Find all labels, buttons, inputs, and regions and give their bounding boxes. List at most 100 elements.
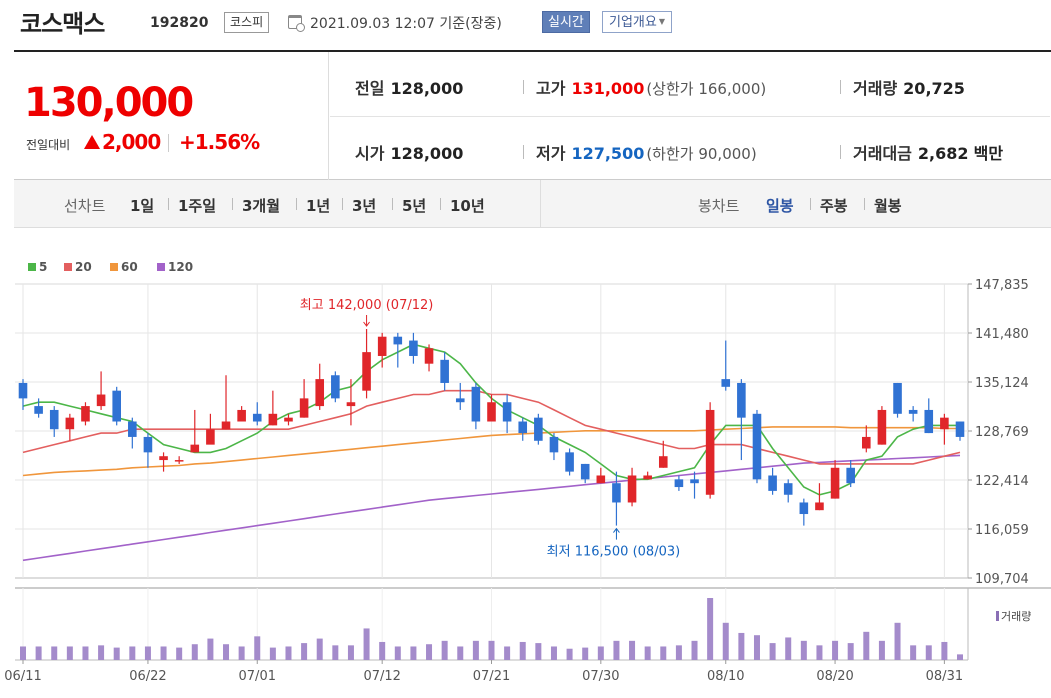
candle-body — [377, 336, 387, 356]
stock-chart[interactable]: 5 20 60 120 147,835 141,480 135,124 128,769… — [0, 228, 1051, 698]
divider — [168, 134, 169, 152]
candle-body — [893, 382, 902, 414]
volume-bar — [51, 646, 58, 660]
volume-bar — [191, 644, 198, 660]
legend-label: 20 — [75, 260, 92, 274]
period-10y[interactable]: 10년 — [450, 197, 485, 215]
divider — [392, 198, 393, 210]
chart-canvas[interactable]: 147,835 141,480 135,124 128,769 122,414 116,0… — [0, 228, 1051, 698]
candle-body — [502, 402, 512, 422]
candle-body — [674, 479, 684, 488]
volume-bar — [816, 645, 823, 660]
volume-bar — [753, 635, 760, 660]
volume-bar — [176, 647, 183, 660]
x-tick-label: 07/12 — [363, 669, 400, 684]
volume-bar — [832, 640, 839, 660]
volume-bar — [410, 646, 417, 660]
candle-body — [737, 382, 746, 418]
min-annotation: 최저 116,500 (08/03) — [547, 545, 681, 560]
candle-body — [534, 417, 543, 441]
y-tick-label: 128,769 — [975, 425, 1029, 440]
company-info-dropdown[interactable]: 기업개요 ▼ — [602, 11, 672, 33]
x-tick-label: 08/31 — [926, 669, 963, 684]
period-weekly[interactable]: 주봉 — [820, 197, 848, 215]
volume-bar — [363, 628, 370, 660]
x-tick-label: 08/10 — [707, 669, 744, 684]
volume-bar — [738, 632, 745, 660]
volume-bar — [722, 622, 729, 660]
stock-header: 코스맥스 192820 코스피 2021.09.03 12:07 기준(장중) … — [0, 0, 1051, 50]
change-percent: +1.56% — [179, 130, 260, 154]
calendar-icon — [288, 15, 305, 32]
volume-bar — [66, 646, 73, 660]
candle-body — [315, 379, 325, 407]
period-monthly[interactable]: 월봉 — [874, 197, 902, 215]
candle-body — [81, 406, 90, 422]
legend-ma60: 60 — [110, 260, 138, 274]
period-1d[interactable]: 1일 — [130, 197, 155, 215]
candle-body — [455, 398, 465, 403]
upper-limit: (상한가 166,000) — [646, 80, 767, 98]
candle-body — [362, 352, 371, 391]
realtime-button[interactable]: 실시간 — [542, 11, 590, 33]
volume-value: 20,725 — [903, 79, 965, 98]
divider — [523, 145, 524, 159]
volume-bar — [847, 643, 854, 660]
candle-body — [346, 402, 356, 407]
company-info-label: 기업개요 — [609, 15, 657, 30]
ma60-line — [22, 426, 960, 477]
candle-body — [237, 409, 246, 422]
amount-value: 2,682 — [917, 144, 969, 163]
volume-bar — [957, 654, 963, 660]
min-arrow-head — [613, 527, 620, 533]
volume-bar — [488, 640, 495, 660]
volume-bar — [223, 644, 230, 660]
candle-body — [18, 382, 28, 399]
period-1y[interactable]: 1년 — [306, 197, 331, 215]
candle-body — [643, 475, 652, 480]
volume-bar — [394, 646, 401, 660]
candle-body — [143, 436, 153, 453]
line-chart-label: 선차트 — [64, 197, 106, 215]
prev-close-value: 128,000 — [390, 79, 464, 98]
period-daily[interactable]: 일봉 — [766, 197, 794, 215]
candle-body — [940, 417, 949, 430]
volume-bar — [441, 640, 448, 660]
legend-label: 120 — [168, 260, 194, 274]
stock-code: 192820 — [150, 15, 209, 31]
prev-close-label: 전일 — [355, 79, 385, 98]
candle-body — [955, 421, 965, 437]
change-label: 전일대비 — [26, 138, 71, 152]
divider — [840, 80, 841, 94]
volume-bar — [457, 646, 464, 660]
candle-body — [252, 413, 262, 422]
candle-body — [815, 502, 824, 511]
legend-ma5: 5 — [28, 260, 47, 274]
candle-body — [799, 502, 809, 515]
quote-panel: 130,000 전일대비 2,000 +1.56% 전일 128,000 고가 13… — [14, 50, 1051, 180]
period-1w[interactable]: 1주일 — [178, 197, 217, 215]
legend-swatch — [157, 263, 165, 271]
volume-bar — [644, 646, 651, 660]
y-tick-label: 147,835 — [975, 278, 1029, 293]
row-divider — [330, 116, 1050, 117]
period-3y[interactable]: 3년 — [352, 197, 377, 215]
candle-body — [658, 456, 668, 468]
candle-body — [409, 340, 418, 356]
volume-bar — [566, 648, 573, 660]
legend-swatch — [28, 263, 36, 271]
candle-body — [331, 375, 340, 399]
period-5y[interactable]: 5년 — [402, 197, 427, 215]
volume-bar — [332, 645, 339, 660]
volume-bar — [707, 598, 714, 660]
volume-bar — [613, 640, 620, 660]
volume-bar — [160, 646, 167, 660]
candle-body — [518, 421, 528, 434]
candle-body — [705, 409, 715, 495]
candle-body — [830, 467, 840, 499]
volume-bar — [472, 640, 479, 660]
volume-bar — [597, 646, 604, 660]
candle-body — [393, 336, 403, 345]
divider — [232, 198, 233, 210]
period-3m[interactable]: 3개월 — [242, 197, 281, 215]
